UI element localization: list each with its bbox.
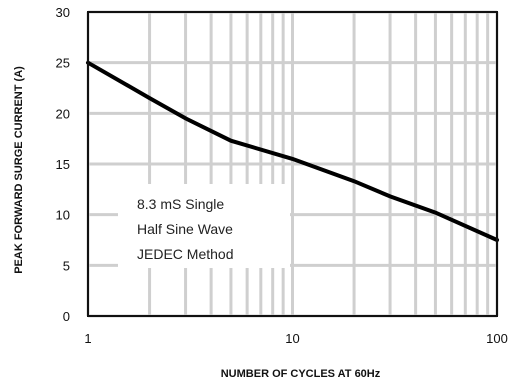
x-tick-label: 10: [285, 331, 299, 346]
annotation-line-1: 8.3 mS Single: [137, 196, 224, 212]
surge-curve-line: [86, 60, 499, 242]
grid: [86, 10, 499, 318]
plot-frame: [87, 11, 498, 317]
y-tick-label: 15: [56, 157, 70, 172]
x-tick-label: 1: [84, 331, 91, 346]
y-tick-label: 10: [56, 208, 70, 223]
annotation-line-3: JEDEC Method: [137, 246, 233, 262]
y-tick-label: 20: [56, 106, 70, 121]
x-tick-labels: 1 10 100: [84, 331, 507, 346]
y-tick-labels: 0 5 10 15 20 25 30: [56, 5, 70, 324]
y-tick-label: 5: [63, 258, 70, 273]
series-layer: [86, 60, 499, 242]
annotation-background: [118, 184, 290, 268]
y-tick-label: 30: [56, 5, 70, 20]
x-axis-title: NUMBER OF CYCLES AT 60Hz: [221, 368, 381, 380]
y-tick-label: 25: [56, 56, 70, 71]
annotation-box: 8.3 mS Single Half Sine Wave JEDEC Metho…: [118, 184, 290, 268]
annotation-line-2: Half Sine Wave: [137, 221, 233, 237]
x-tick-label: 100: [486, 331, 508, 346]
y-axis-title: PEAK FORWARD SURGE CURRENT (A): [13, 66, 25, 274]
y-tick-label: 0: [63, 309, 70, 324]
